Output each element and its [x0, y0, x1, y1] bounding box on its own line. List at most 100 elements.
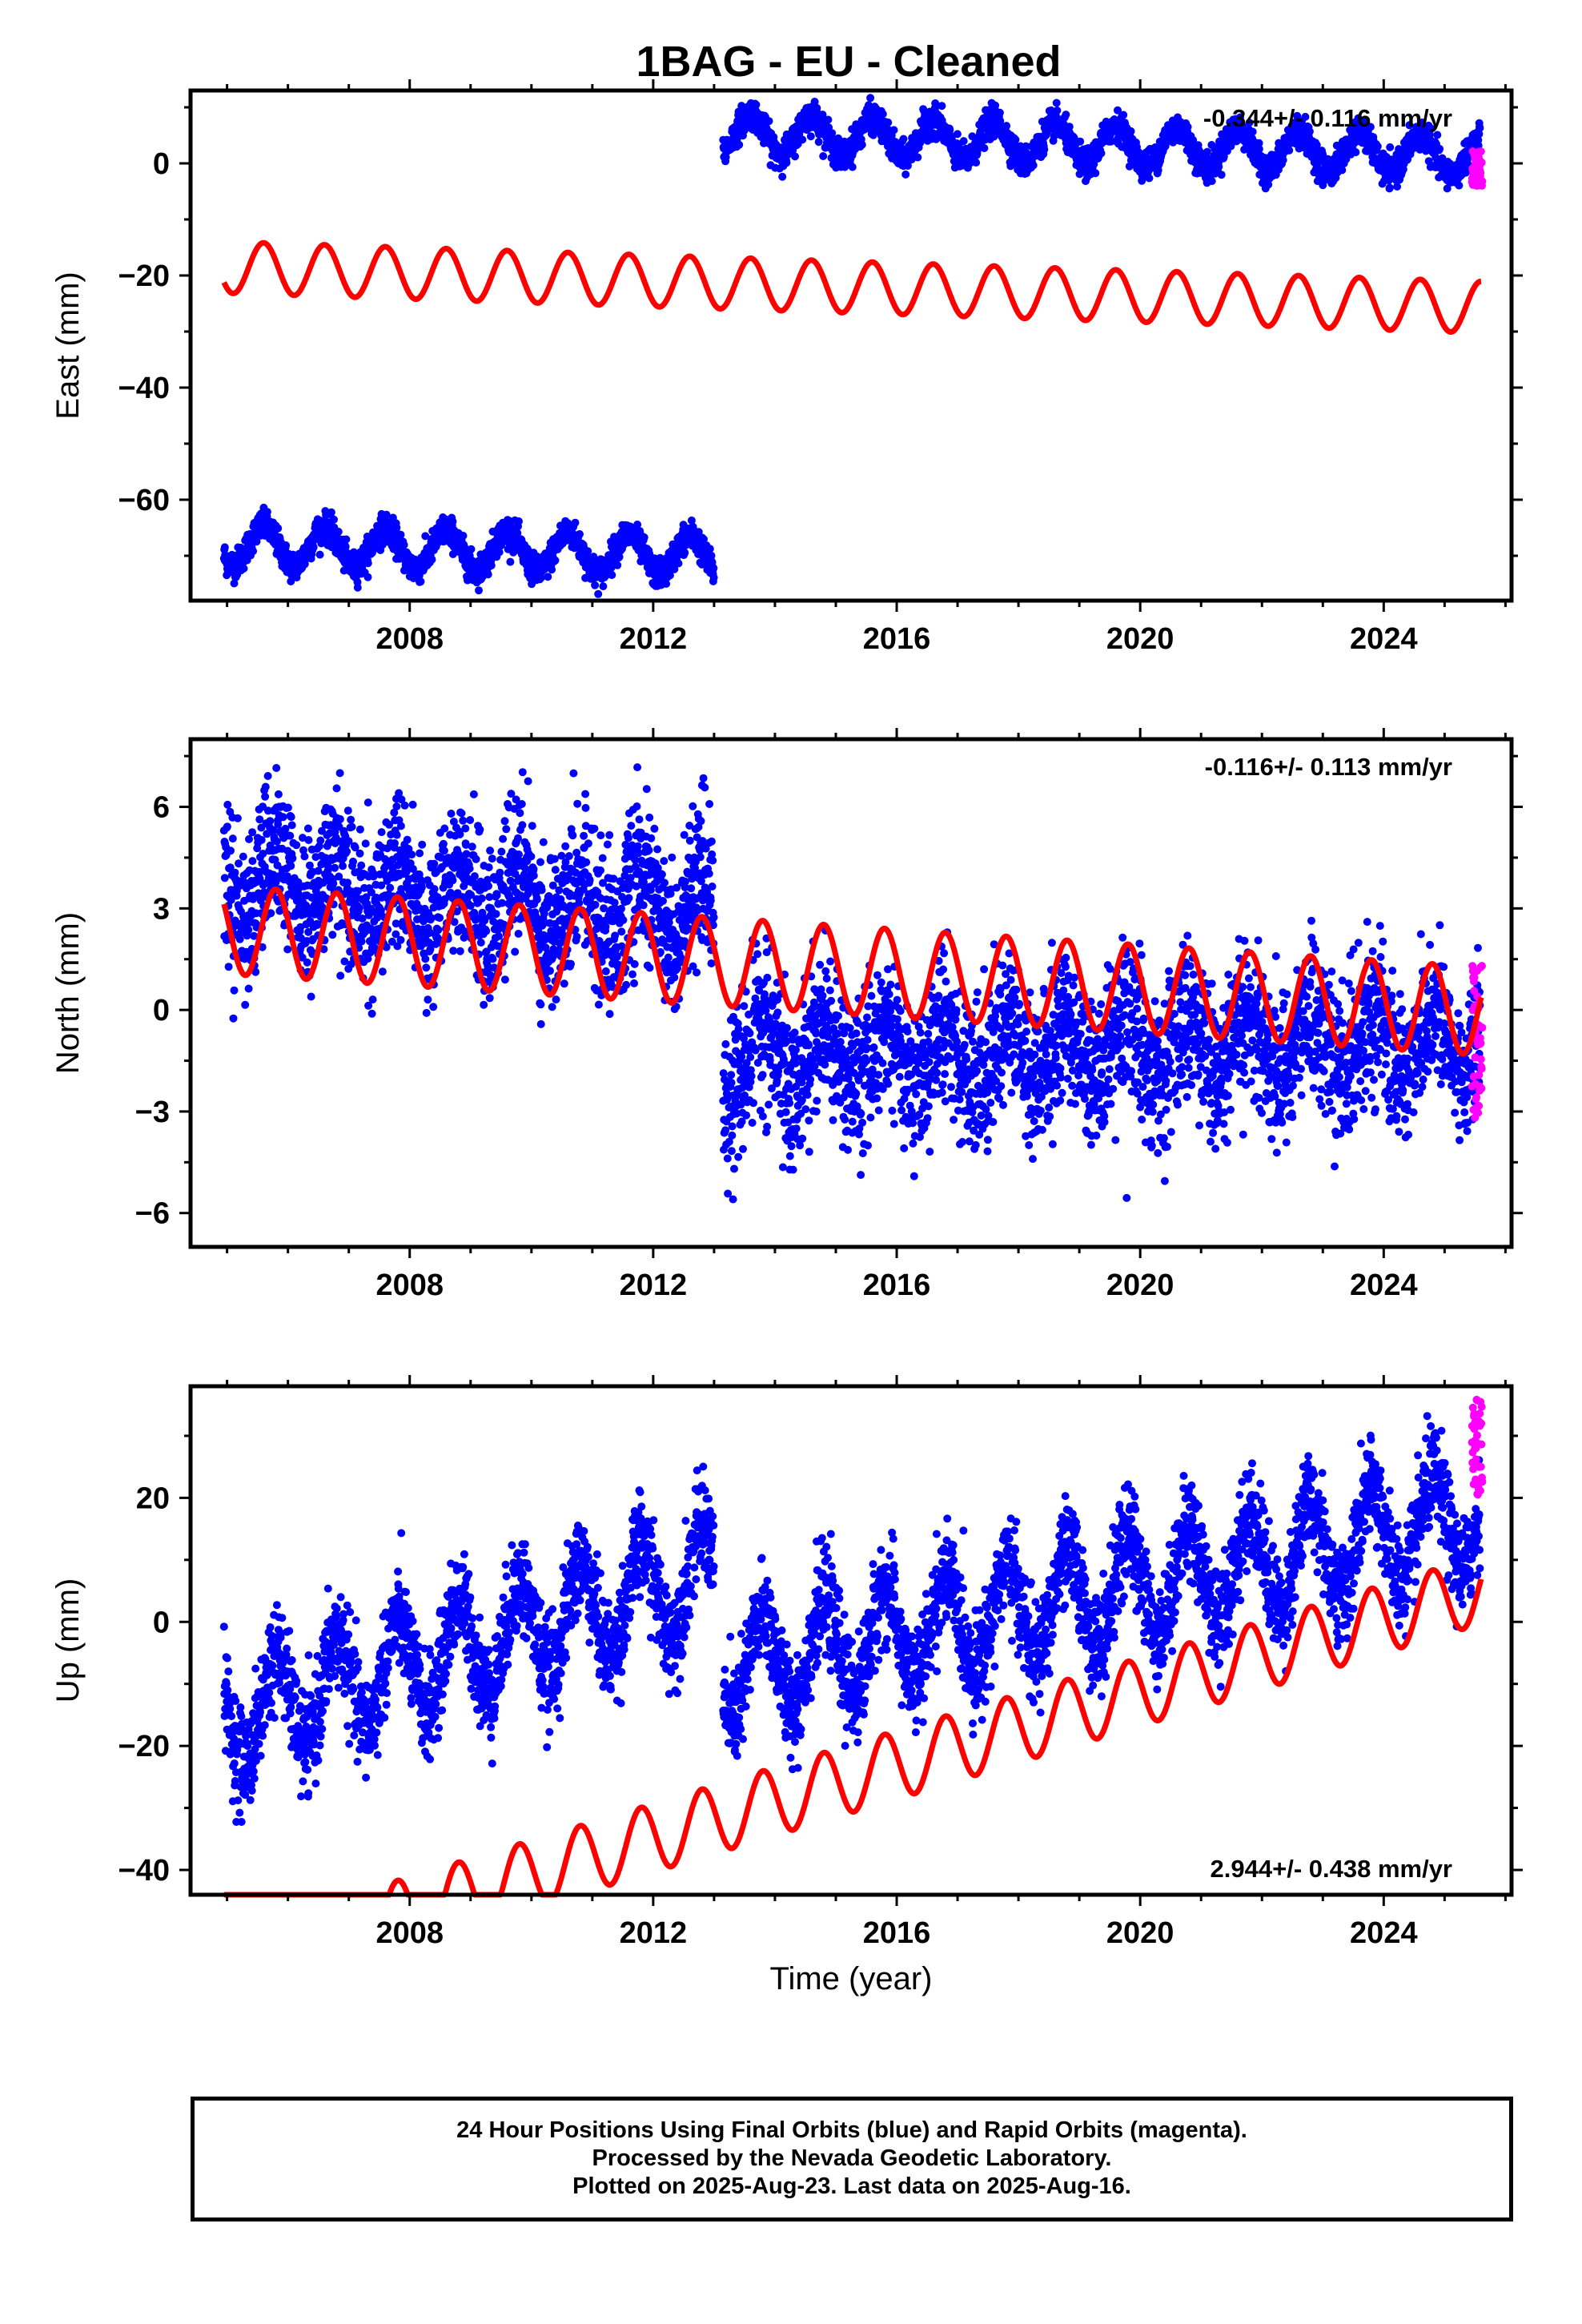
- data-point: [223, 822, 231, 831]
- y-tick-label: 0: [153, 147, 170, 181]
- data-point: [765, 117, 773, 126]
- data-point: [249, 547, 258, 556]
- data-point: [223, 800, 232, 809]
- final-orbit-points: [219, 763, 1484, 1204]
- data-point: [901, 170, 910, 179]
- data-point: [599, 582, 608, 591]
- data-point: [1002, 122, 1011, 131]
- data-point: [980, 144, 989, 152]
- data-point: [224, 963, 233, 971]
- data-point: [953, 130, 962, 139]
- data-point: [551, 556, 560, 565]
- data-point: [662, 580, 671, 588]
- data-point: [972, 159, 981, 167]
- data-point: [421, 532, 430, 541]
- data-point: [283, 945, 292, 954]
- data-point: [287, 577, 295, 585]
- final-orbit-points: [219, 94, 1484, 598]
- rapid-data-point: [1477, 158, 1486, 167]
- data-point: [1029, 161, 1038, 170]
- data-point: [228, 834, 237, 843]
- data-point: [884, 119, 893, 127]
- data-point: [245, 834, 253, 843]
- x-tick-label: 2024: [1350, 622, 1418, 656]
- data-point: [705, 545, 714, 553]
- model-fit-line: [221, 239, 1484, 335]
- data-point: [824, 115, 833, 124]
- x-tick-label: 2016: [863, 622, 931, 656]
- data-point: [274, 524, 283, 533]
- data-point: [382, 510, 391, 519]
- data-point: [1476, 123, 1484, 132]
- data-point: [889, 126, 898, 135]
- data-point: [244, 926, 253, 935]
- rate-label: -0.344+/- 0.116 mm/yr: [1203, 104, 1452, 132]
- data-point: [857, 140, 866, 149]
- data-point: [416, 577, 425, 586]
- data-point: [274, 790, 283, 798]
- data-point: [303, 958, 311, 967]
- data-point: [287, 821, 296, 830]
- data-point: [309, 543, 318, 552]
- data-point: [782, 159, 791, 167]
- rapid-data-point: [1476, 168, 1485, 177]
- data-point: [459, 532, 468, 540]
- data-point: [959, 137, 968, 146]
- data-point: [475, 586, 483, 595]
- data-point: [392, 523, 401, 532]
- data-point: [353, 583, 362, 592]
- data-point: [1455, 181, 1464, 190]
- data-point: [995, 108, 1004, 117]
- data-point: [239, 564, 248, 573]
- data-point: [300, 852, 309, 861]
- data-point: [1203, 147, 1211, 156]
- data-point: [263, 508, 271, 517]
- data-point: [819, 152, 828, 160]
- data-point: [287, 813, 295, 822]
- data-point: [506, 557, 515, 566]
- data-point: [396, 530, 405, 539]
- data-point: [899, 135, 908, 143]
- data-point: [220, 874, 229, 883]
- data-point: [613, 561, 622, 569]
- data-point: [229, 1014, 238, 1023]
- data-point: [1215, 163, 1223, 171]
- data-point: [1062, 111, 1070, 119]
- data-point: [288, 854, 297, 862]
- x-tick-label: 2020: [1106, 622, 1174, 656]
- data-point: [1091, 169, 1100, 178]
- data-point: [674, 559, 683, 568]
- data-point: [330, 515, 338, 524]
- data-point: [576, 530, 584, 538]
- data-point: [594, 589, 603, 598]
- data-point: [938, 102, 946, 111]
- chart-title: 1BAG - EU - Cleaned: [636, 38, 1061, 86]
- data-point: [709, 564, 718, 573]
- rapid-data-point: [1478, 177, 1487, 186]
- data-point: [814, 138, 823, 147]
- data-point: [1217, 171, 1226, 179]
- data-point: [287, 862, 295, 870]
- data-point: [231, 868, 239, 877]
- data-point: [1097, 149, 1106, 158]
- data-point: [681, 549, 689, 557]
- x-tick-label: 2012: [620, 622, 688, 656]
- data-point: [1183, 123, 1192, 131]
- data-point: [484, 570, 492, 579]
- data-point: [300, 560, 309, 569]
- data-point: [798, 135, 807, 144]
- data-point: [257, 835, 266, 844]
- data-point: [286, 831, 295, 840]
- data-point: [571, 518, 580, 527]
- data-point: [227, 846, 235, 855]
- data-point: [239, 852, 247, 861]
- data-point: [428, 555, 436, 564]
- data-point: [282, 541, 291, 549]
- rapid-orbit-points: [1468, 147, 1487, 190]
- data-point: [548, 565, 556, 574]
- data-point: [266, 817, 275, 826]
- data-point: [735, 140, 744, 149]
- data-point: [495, 548, 504, 557]
- data-point: [1393, 183, 1402, 191]
